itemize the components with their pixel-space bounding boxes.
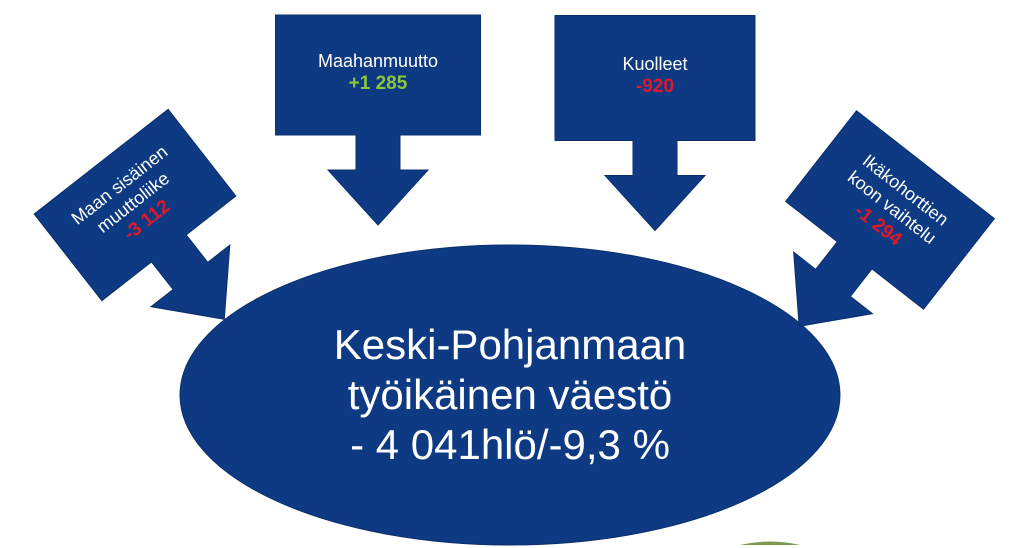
center-ellipse <box>179 244 841 546</box>
center-line: - 4 041hlö/-9,3 % <box>350 421 670 468</box>
arrow-box <box>784 110 996 327</box>
callout: Maahanmuutto+1 285 <box>275 14 481 226</box>
arrow-box <box>554 15 756 232</box>
node-label: Maahanmuutto <box>318 51 438 71</box>
arrow-box <box>33 108 237 320</box>
node-value: +1 285 <box>349 73 408 94</box>
decoration <box>740 541 800 545</box>
center-line: työikäinen väestö <box>348 371 673 418</box>
node-value: -920 <box>636 76 674 97</box>
callout: Kuolleet-920 <box>554 15 756 232</box>
center-line: Keski-Pohjanmaan <box>334 321 687 368</box>
node-label: Kuolleet <box>622 54 687 74</box>
arrow-box <box>275 14 481 226</box>
